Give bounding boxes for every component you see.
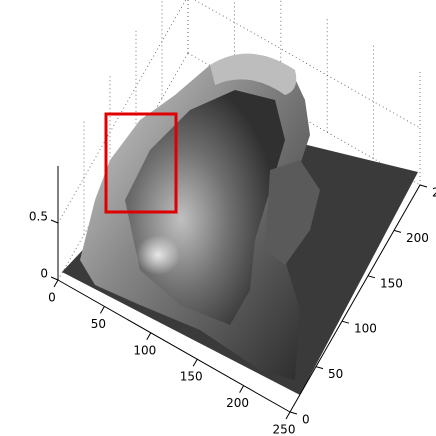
x-tick bbox=[146, 332, 152, 341]
y-tick bbox=[367, 275, 376, 279]
y-tick-label: 250 bbox=[432, 186, 436, 200]
x-tick-label: 100 bbox=[133, 343, 156, 357]
z-tick bbox=[50, 276, 59, 281]
y-tick-label: 0 bbox=[302, 413, 310, 427]
y-tick bbox=[289, 411, 298, 415]
model-rim bbox=[210, 53, 297, 95]
y-tick bbox=[419, 184, 428, 188]
z-tick-label: 0 bbox=[40, 267, 48, 281]
y-tick-label: 200 bbox=[406, 231, 429, 245]
highlight bbox=[136, 235, 180, 275]
z-tick bbox=[50, 219, 59, 224]
y-axis bbox=[289, 184, 421, 413]
y-tick-label: 150 bbox=[380, 276, 403, 290]
grid-line bbox=[194, 0, 421, 129]
x-tick bbox=[53, 279, 59, 288]
y-tick bbox=[393, 229, 402, 233]
highlight-box bbox=[104, 112, 178, 214]
x-tick bbox=[192, 358, 198, 367]
x-tick-label: 150 bbox=[180, 370, 203, 384]
surface bbox=[62, 53, 418, 395]
y-tick bbox=[341, 320, 350, 324]
x-tick-label: 0 bbox=[48, 291, 56, 305]
x-tick bbox=[99, 306, 105, 314]
x-axis bbox=[57, 279, 291, 413]
x-tick-label: 200 bbox=[226, 396, 249, 410]
x-tick-label: 50 bbox=[91, 317, 106, 331]
x-tick bbox=[285, 411, 291, 420]
x-tick-label: 250 bbox=[273, 423, 296, 436]
model-side bbox=[265, 160, 320, 265]
y-tick-label: 100 bbox=[354, 322, 377, 336]
y-tick-label: 50 bbox=[328, 367, 343, 381]
x-tick bbox=[239, 385, 245, 393]
y-tick bbox=[315, 366, 324, 370]
z-tick-label: 0.5 bbox=[29, 210, 48, 224]
